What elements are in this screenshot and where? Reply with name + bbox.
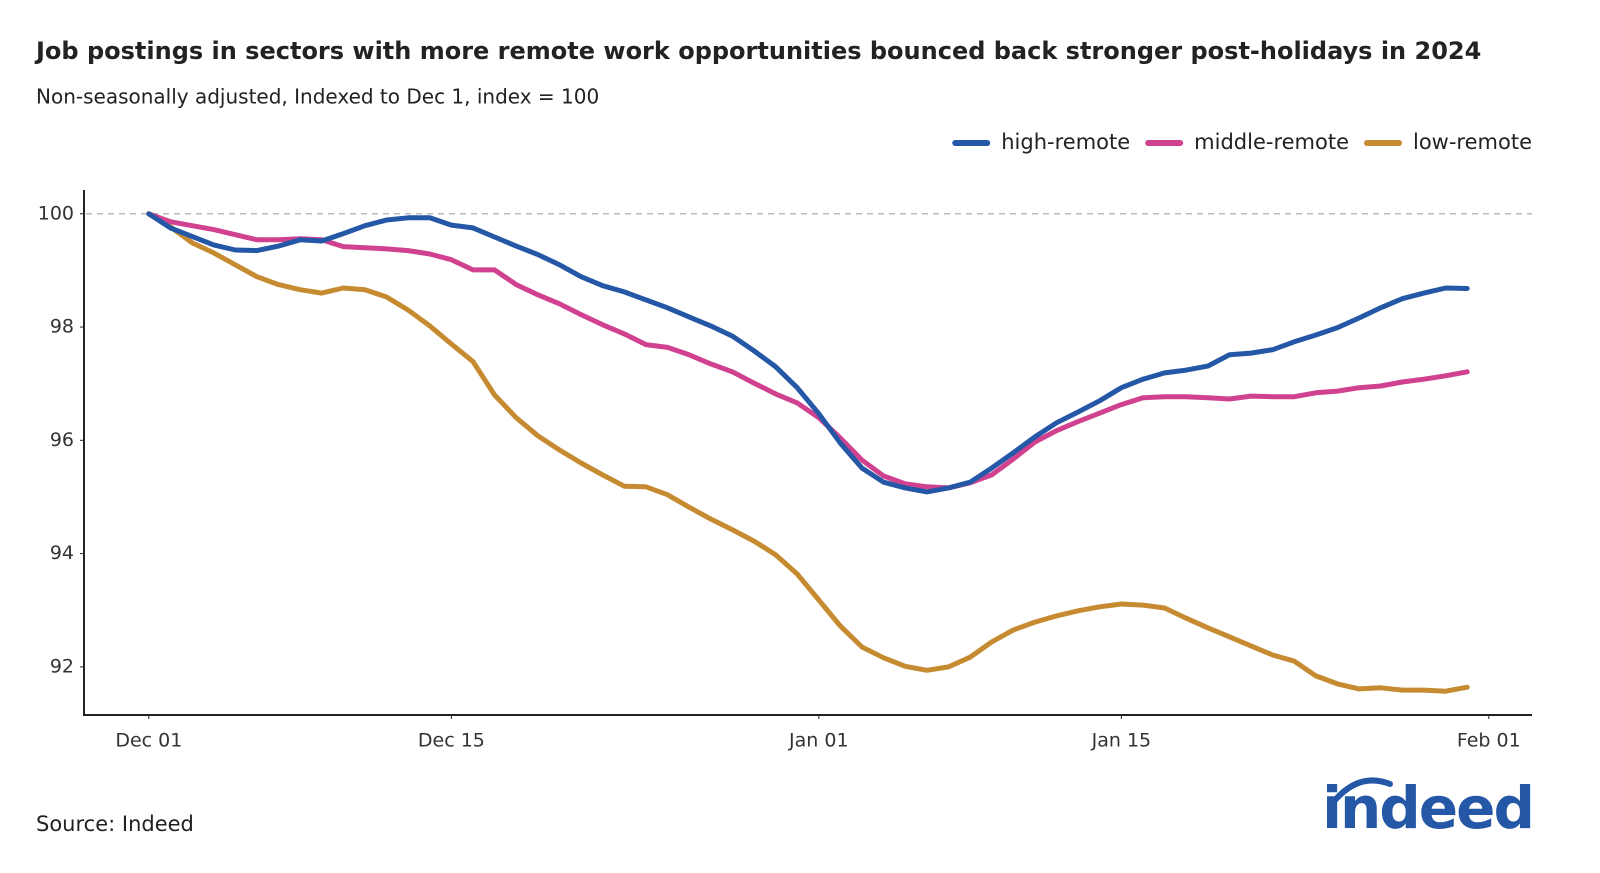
legend-label: middle-remote: [1194, 130, 1349, 154]
x-tick-label: Dec 01: [115, 730, 182, 752]
y-tick-label: 100: [38, 202, 74, 224]
series-line: [146, 211, 1470, 694]
y-tick-label: 92: [50, 655, 74, 677]
chart-title: Job postings in sectors with more remote…: [34, 37, 1481, 65]
logo: indeed: [1322, 774, 1533, 842]
y-tick-label: 98: [50, 316, 74, 338]
y-tick-label: 94: [50, 542, 74, 564]
x-tick-label: Feb 01: [1457, 730, 1521, 752]
x-tick-label: Jan 15: [1091, 730, 1152, 752]
y-tick-label: 96: [50, 429, 74, 451]
series-line: [146, 211, 1470, 491]
x-tick-label: Dec 15: [418, 730, 485, 752]
legend-label: low-remote: [1413, 130, 1532, 154]
x-tick-label: Jan 01: [788, 730, 849, 752]
chart-subtitle: Non-seasonally adjusted, Indexed to Dec …: [36, 85, 599, 109]
source: Source: Indeed: [36, 812, 194, 836]
series-line: [146, 211, 1470, 495]
logo-arc: [1332, 777, 1393, 803]
legend-label: high-remote: [1001, 130, 1130, 154]
